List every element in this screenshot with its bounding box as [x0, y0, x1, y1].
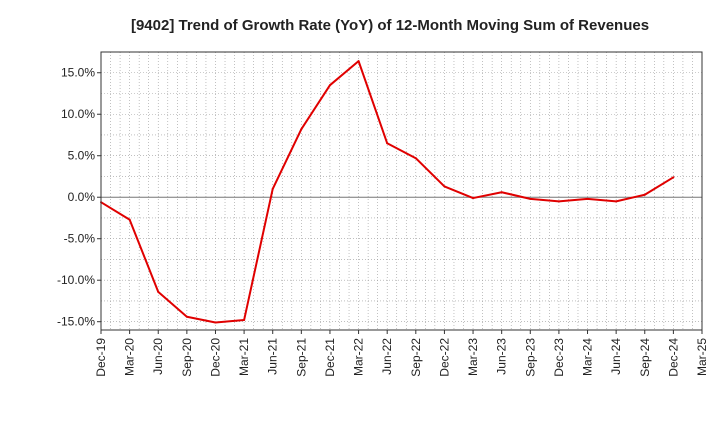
data-point	[672, 176, 675, 179]
x-axis-ticks: Dec-19 Mar-20 Jun-20 Sep-20 Dec-20 Mar-21 Jun-…	[94, 330, 709, 377]
x-tick-label: Dec-20	[208, 338, 222, 377]
data-point	[529, 197, 532, 200]
y-tick-label: -10.0%	[57, 273, 95, 287]
x-tick-label: Mar-20	[123, 338, 137, 376]
data-point	[386, 142, 389, 145]
x-tick-label: Dec-22	[437, 338, 451, 377]
x-tick-label: Jun-22	[380, 338, 394, 375]
x-tick-label: Sep-22	[409, 338, 423, 377]
x-tick-label: Dec-19	[94, 338, 108, 377]
series-layer	[100, 60, 675, 324]
data-point	[443, 185, 446, 188]
data-point	[643, 193, 646, 196]
data-point	[128, 218, 131, 221]
x-tick-label: Dec-23	[552, 338, 566, 377]
data-point	[557, 200, 560, 203]
data-point	[357, 60, 360, 63]
data-point	[615, 200, 618, 203]
x-tick-label: Dec-21	[323, 338, 337, 377]
data-point	[157, 290, 160, 293]
data-point	[472, 197, 475, 200]
x-tick-label: Dec-24	[666, 338, 680, 377]
data-point	[500, 191, 503, 194]
x-tick-label: Sep-21	[294, 338, 308, 377]
data-point	[185, 315, 188, 318]
y-tick-label: 5.0%	[68, 149, 96, 163]
x-tick-label: Mar-22	[352, 338, 366, 376]
plot-frame	[100, 51, 703, 331]
x-tick-label: Jun-21	[266, 338, 280, 375]
data-point	[214, 321, 217, 324]
x-tick-label: Mar-21	[237, 338, 251, 376]
x-tick-label: Jun-23	[495, 338, 509, 375]
data-point	[243, 319, 246, 322]
chart-title: [9402] Trend of Growth Rate (YoY) of 12-…	[131, 17, 649, 34]
y-tick-label: 0.0%	[68, 190, 96, 204]
y-tick-label: 10.0%	[61, 107, 95, 121]
data-point	[300, 128, 303, 131]
x-tick-label: Mar-25	[695, 338, 709, 376]
data-point	[414, 157, 417, 160]
grid-lines	[101, 51, 702, 330]
data-point	[271, 187, 274, 190]
y-tick-label: -15.0%	[57, 315, 95, 329]
y-tick-label: -5.0%	[64, 232, 96, 246]
x-tick-label: Mar-24	[581, 338, 595, 376]
y-axis-ticks: 15.0% 10.0% 5.0% 0.0% -5.0% -10.0% -15.0%	[57, 66, 101, 329]
data-point	[328, 84, 331, 87]
x-tick-label: Jun-24	[609, 338, 623, 375]
data-point	[586, 197, 589, 200]
x-tick-label: Jun-20	[151, 338, 165, 375]
x-tick-label: Sep-23	[523, 338, 537, 377]
x-tick-label: Sep-20	[180, 338, 194, 377]
y-tick-label: 15.0%	[61, 66, 95, 80]
x-tick-label: Sep-24	[638, 338, 652, 377]
x-tick-label: Mar-23	[466, 338, 480, 376]
